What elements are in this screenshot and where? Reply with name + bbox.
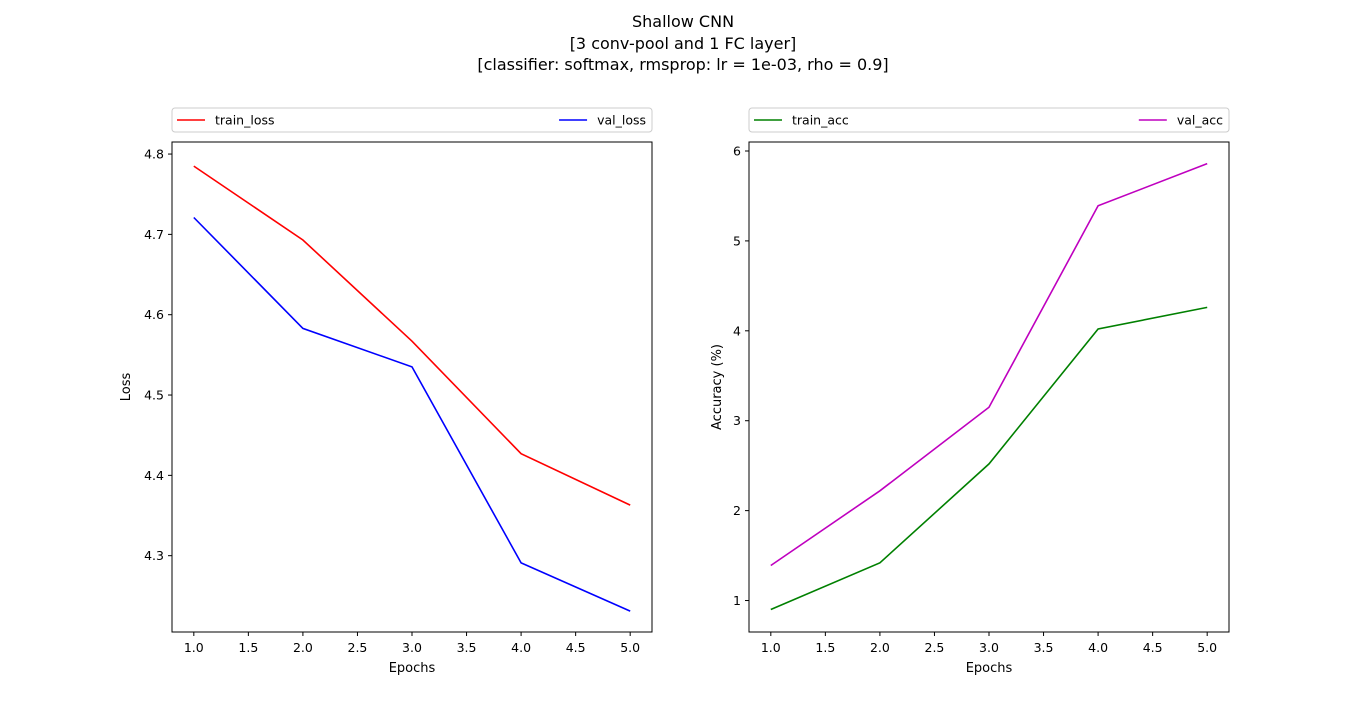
x-tick-label: 2.5	[348, 640, 368, 655]
x-tick-label: 5.0	[1197, 640, 1217, 655]
y-tick-label: 2	[733, 503, 741, 518]
plot-frame	[171, 141, 653, 633]
x-tick-label: 4.5	[566, 640, 586, 655]
x-tick-label: 3.5	[1034, 640, 1054, 655]
x-tick-label: 3.0	[979, 640, 999, 655]
x-tick-label: 4.5	[1143, 640, 1163, 655]
legend-box	[748, 107, 1230, 133]
x-tick-label: 3.0	[402, 640, 422, 655]
plot-frame	[748, 141, 1230, 633]
y-axis-label: Accuracy (%)	[710, 344, 725, 430]
y-tick-label: 4.5	[144, 388, 164, 403]
figure-title-line-2: [3 conv-pool and 1 FC layer]	[569, 34, 797, 53]
x-tick-label: 3.5	[457, 640, 477, 655]
series-line-val_loss	[193, 216, 631, 612]
y-tick-label: 4.7	[144, 227, 164, 242]
figure-title-line-3: [classifier: softmax, rmsprop: lr = 1e-0…	[477, 55, 889, 74]
x-tick-label: 1.0	[761, 640, 781, 655]
legend-label-val_loss: val_loss	[597, 113, 646, 128]
x-tick-label: 2.0	[293, 640, 313, 655]
y-tick-label: 4.8	[144, 147, 164, 162]
chart-2: 1.0 1.5 2.0 2.5 3.0 3.5 4.0 4.5 5.0 1 2 3 4 5 6 Epochs A…	[710, 107, 1230, 676]
legend: train_acc val_acc	[748, 107, 1230, 133]
x-tick-label: 1.5	[238, 640, 258, 655]
legend-box	[171, 107, 653, 133]
y-tick-label: 6	[733, 143, 741, 158]
legend-label-train_acc: train_acc	[792, 113, 849, 128]
series-line-train_loss	[193, 165, 631, 506]
x-tick-label: 5.0	[620, 640, 640, 655]
figure-title-line-1: Shallow CNN	[631, 12, 735, 31]
legend-label-train_loss: train_loss	[215, 113, 275, 128]
x-tick-label: 1.0	[184, 640, 204, 655]
chart-1: 1.0 1.5 2.0 2.5 3.0 3.5 4.0 4.5 5.0 4.3 4.4 4.5 4.6 4…	[119, 107, 653, 676]
x-tick-label: 4.0	[511, 640, 531, 655]
y-tick-label: 4	[733, 323, 741, 338]
x-axis-label: Epochs	[966, 661, 1013, 676]
y-tick-label: 4.4	[144, 468, 164, 483]
y-tick-label: 4.3	[144, 548, 164, 563]
y-tick-label: 5	[733, 233, 741, 248]
y-tick-label: 3	[733, 413, 741, 428]
legend: train_loss val_loss	[171, 107, 653, 133]
series-line-val_acc	[770, 162, 1208, 567]
x-tick-label: 2.0	[870, 640, 890, 655]
y-tick-label: 1	[733, 593, 741, 608]
series-line-train_acc	[770, 306, 1208, 611]
y-axis-label: Loss	[119, 373, 134, 402]
x-tick-label: 4.0	[1088, 640, 1108, 655]
y-tick-label: 4.6	[144, 307, 164, 322]
x-tick-label: 2.5	[925, 640, 945, 655]
x-axis-label: Epochs	[389, 661, 436, 676]
x-tick-label: 1.5	[815, 640, 835, 655]
legend-label-val_acc: val_acc	[1177, 113, 1223, 128]
